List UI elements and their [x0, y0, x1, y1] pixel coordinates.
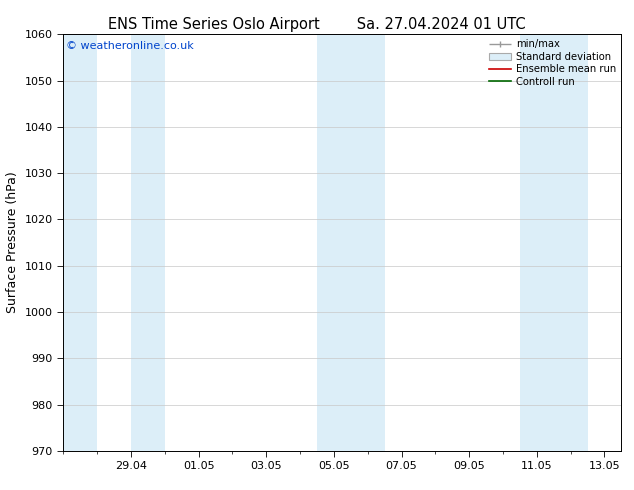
Bar — [520, 34, 588, 451]
Bar — [63, 34, 97, 451]
Text: ENS Time Series Oslo Airport        Sa. 27.04.2024 01 UTC: ENS Time Series Oslo Airport Sa. 27.04.2… — [108, 17, 526, 32]
Text: © weatheronline.co.uk: © weatheronline.co.uk — [66, 41, 194, 50]
Bar — [317, 34, 385, 451]
Legend: min/max, Standard deviation, Ensemble mean run, Controll run: min/max, Standard deviation, Ensemble me… — [487, 37, 618, 89]
Bar — [131, 34, 165, 451]
Y-axis label: Surface Pressure (hPa): Surface Pressure (hPa) — [6, 172, 19, 314]
